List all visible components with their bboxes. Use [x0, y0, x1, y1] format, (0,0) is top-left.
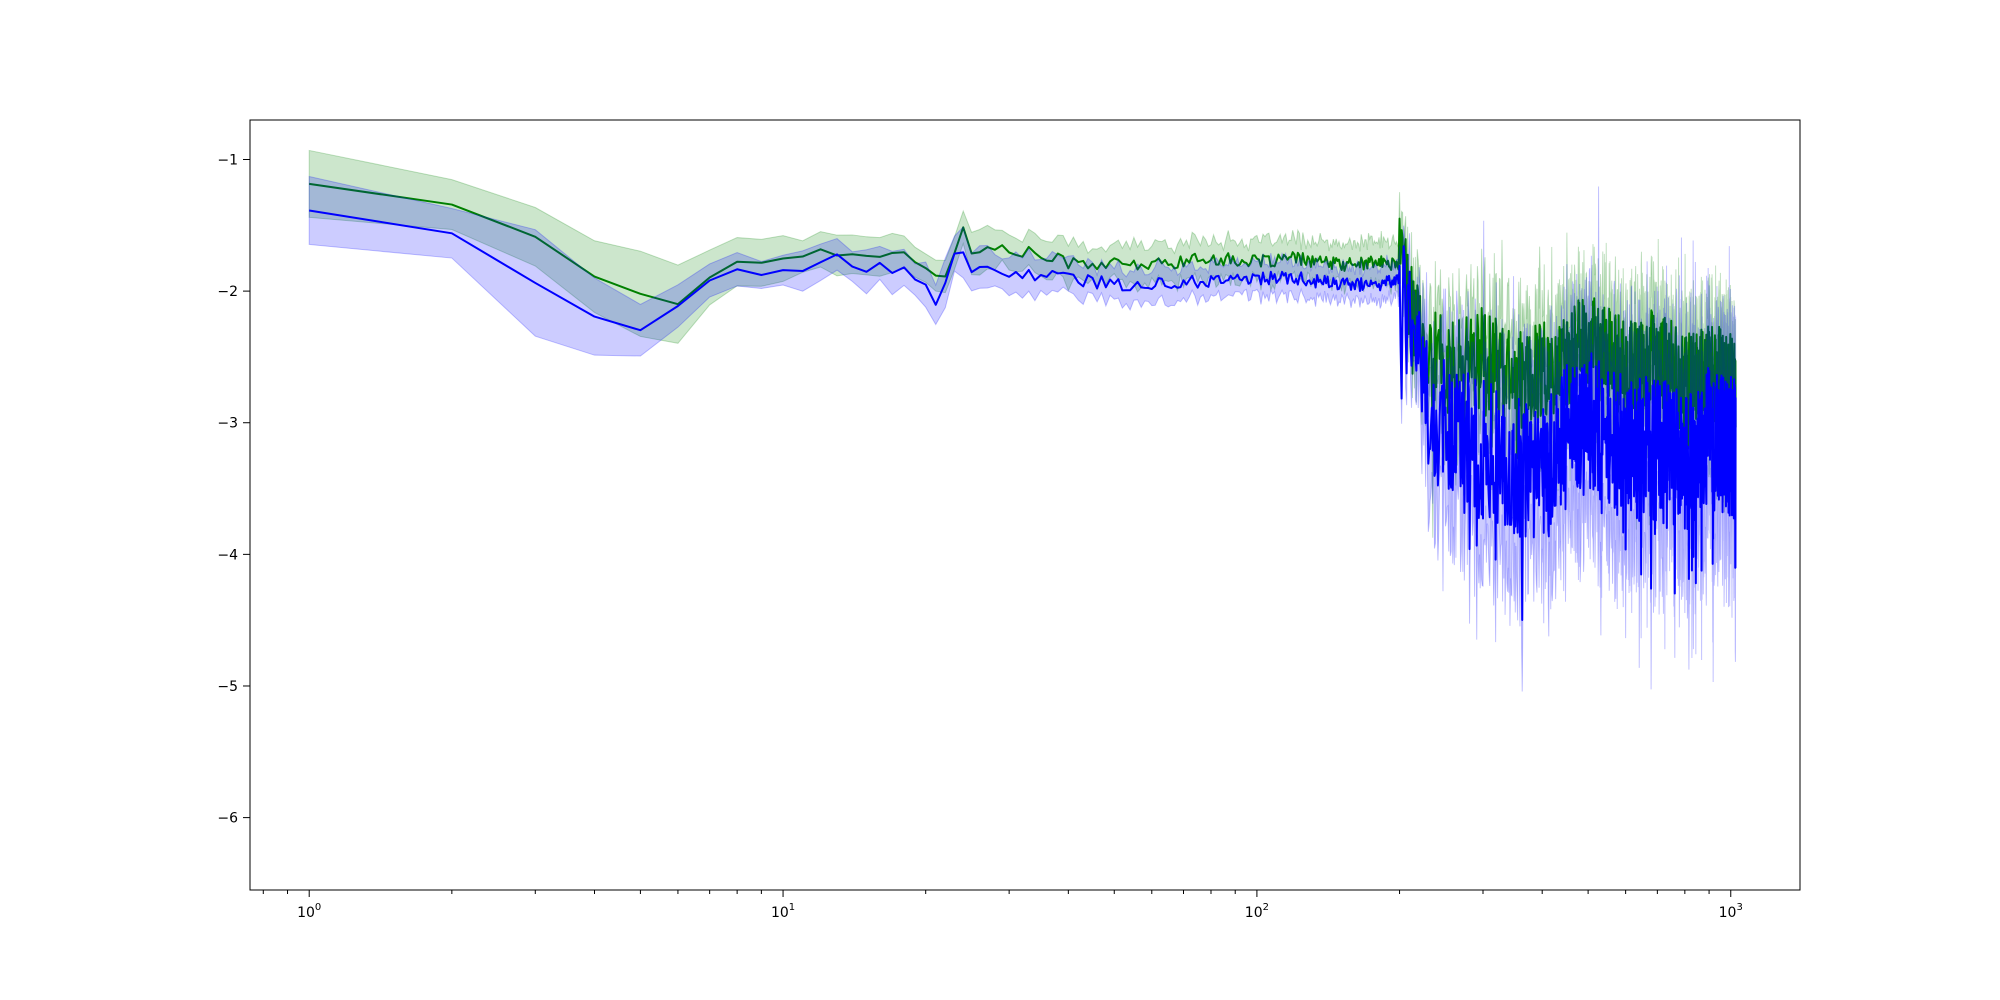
x-tick-label: 100 — [297, 902, 321, 921]
axes-frame — [249, 119, 1801, 891]
plot-area — [308, 149, 1737, 692]
x-tick-label: 101 — [771, 902, 795, 921]
x-tick-label: 102 — [1245, 902, 1269, 921]
series-1-line — [309, 209, 1737, 621]
y-tick-label: −6 — [217, 811, 238, 827]
y-axis: −1 −2 −3 −4 −5 −6 — [217, 152, 250, 827]
y-tick-label: −3 — [217, 416, 238, 432]
y-tick-label: −1 — [217, 152, 238, 168]
y-tick-label: −2 — [217, 284, 238, 300]
x-tick-label: 103 — [1719, 902, 1743, 921]
y-tick-label: −4 — [217, 547, 238, 563]
y-tick-label: −5 — [217, 679, 238, 695]
x-axis: 100 101 102 103 — [262, 890, 1743, 921]
